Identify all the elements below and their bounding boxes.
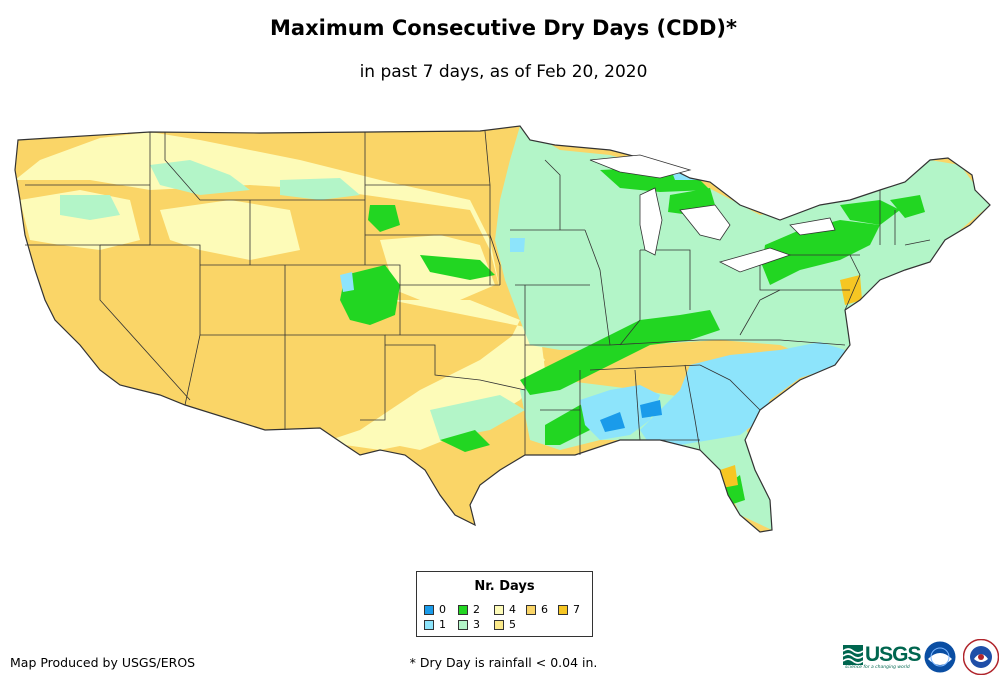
legend-item: 5 xyxy=(494,618,516,631)
legend-swatch xyxy=(424,604,434,615)
legend: Nr. Days 0 1 2 3 4 5 6 7 xyxy=(416,571,593,637)
legend-swatch xyxy=(458,604,468,615)
footnote-text: * Dry Day is rainfall < 0.04 in. xyxy=(409,655,598,670)
legend-label: 1 xyxy=(439,618,446,631)
legend-swatch xyxy=(494,619,504,630)
legend-item: 0 xyxy=(424,603,446,616)
usgs-wave-icon xyxy=(843,645,863,665)
legend-item: 2 xyxy=(458,603,480,616)
legend-item: 7 xyxy=(558,603,580,616)
legend-item: 3 xyxy=(458,618,480,631)
legend-item: 4 xyxy=(494,603,516,616)
cdd-map xyxy=(14,125,991,533)
legend-item: 1 xyxy=(424,618,446,631)
legend-title: Nr. Days xyxy=(474,579,535,594)
legend-label: 0 xyxy=(439,603,446,616)
legend-swatch xyxy=(424,619,434,630)
map-title: Maximum Consecutive Dry Days (CDD)* xyxy=(270,16,737,40)
legend-label: 5 xyxy=(509,618,516,631)
legend-label: 7 xyxy=(573,603,580,616)
legend-label: 3 xyxy=(473,618,480,631)
usgs-logo: USGS science for a changing world xyxy=(843,643,922,670)
noaa-logo-icon xyxy=(924,641,956,673)
legend-label: 2 xyxy=(473,603,480,616)
legend-label: 4 xyxy=(509,603,516,616)
legend-swatch xyxy=(494,604,504,615)
legend-label: 6 xyxy=(541,603,548,616)
legend-item: 6 xyxy=(526,603,548,616)
legend-swatch xyxy=(458,619,468,630)
usgs-tagline: science for a changing world xyxy=(845,665,910,670)
map-subtitle: in past 7 days, as of Feb 20, 2020 xyxy=(359,62,648,82)
legend-swatch xyxy=(526,604,536,615)
usgs-wordmark: USGS xyxy=(865,643,922,666)
legend-swatch xyxy=(558,604,568,615)
credit-text: Map Produced by USGS/EROS xyxy=(10,655,196,670)
nws-logo-icon xyxy=(963,639,999,675)
